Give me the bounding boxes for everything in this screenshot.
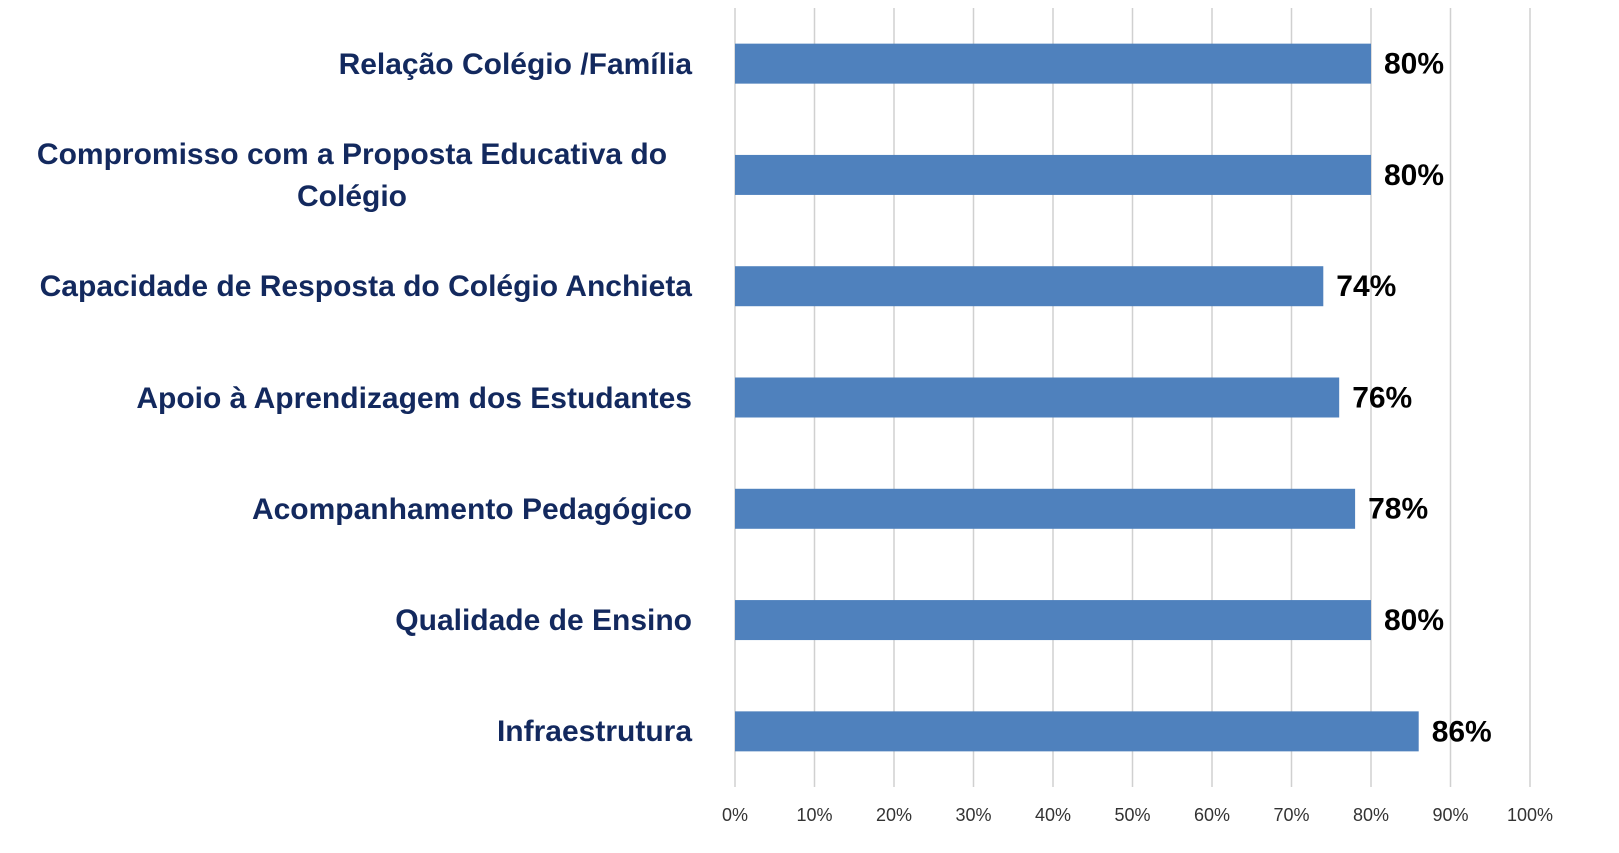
category-text: Qualidade de Ensino — [395, 604, 692, 638]
bar — [735, 600, 1371, 641]
category-text: Capacidade de Resposta do Colégio Anchie… — [39, 270, 692, 304]
category-label: Infraestrutura — [0, 711, 692, 753]
value-label: 76% — [1352, 381, 1412, 414]
category-text: Infraestrutura — [496, 715, 692, 749]
category-text: Relação Colégio /Família — [338, 47, 692, 81]
x-tick-label: 0% — [722, 805, 748, 825]
x-tick-label: 20% — [876, 805, 912, 825]
x-tick-label: 10% — [796, 805, 832, 825]
x-tick-label: 70% — [1273, 805, 1309, 825]
category-label: Relação Colégio /Família — [0, 44, 692, 86]
x-tick-label: 100% — [1507, 805, 1553, 825]
x-tick-label: 80% — [1353, 805, 1389, 825]
x-tick-label: 30% — [955, 805, 991, 825]
value-label: 78% — [1368, 493, 1428, 526]
value-label: 74% — [1336, 270, 1396, 303]
bar — [735, 711, 1419, 752]
x-tick-label: 60% — [1194, 805, 1230, 825]
category-text: Compromisso com a Proposta Educativa do … — [36, 137, 668, 213]
category-label: Apoio à Aprendizagem dos Estudantes — [0, 378, 692, 420]
category-text: Apoio à Aprendizagem dos Estudantes — [136, 381, 692, 415]
value-label: 80% — [1384, 48, 1444, 81]
category-label: Compromisso com a Proposta Educativa do … — [0, 134, 692, 218]
value-label: 80% — [1384, 604, 1444, 637]
bar — [735, 377, 1340, 418]
category-label: Capacidade de Resposta do Colégio Anchie… — [0, 266, 692, 308]
value-label: 80% — [1384, 159, 1444, 192]
x-tick-label: 40% — [1035, 805, 1071, 825]
bar — [735, 43, 1371, 84]
bar — [735, 154, 1371, 195]
bar — [735, 266, 1324, 307]
category-label: Acompanhamento Pedagógico — [0, 489, 692, 531]
bar — [735, 488, 1356, 529]
category-text: Acompanhamento Pedagógico — [251, 492, 692, 526]
x-tick-label: 50% — [1114, 805, 1150, 825]
x-tick-label: 90% — [1432, 805, 1468, 825]
value-label: 86% — [1432, 715, 1492, 748]
category-label: Qualidade de Ensino — [0, 600, 692, 642]
